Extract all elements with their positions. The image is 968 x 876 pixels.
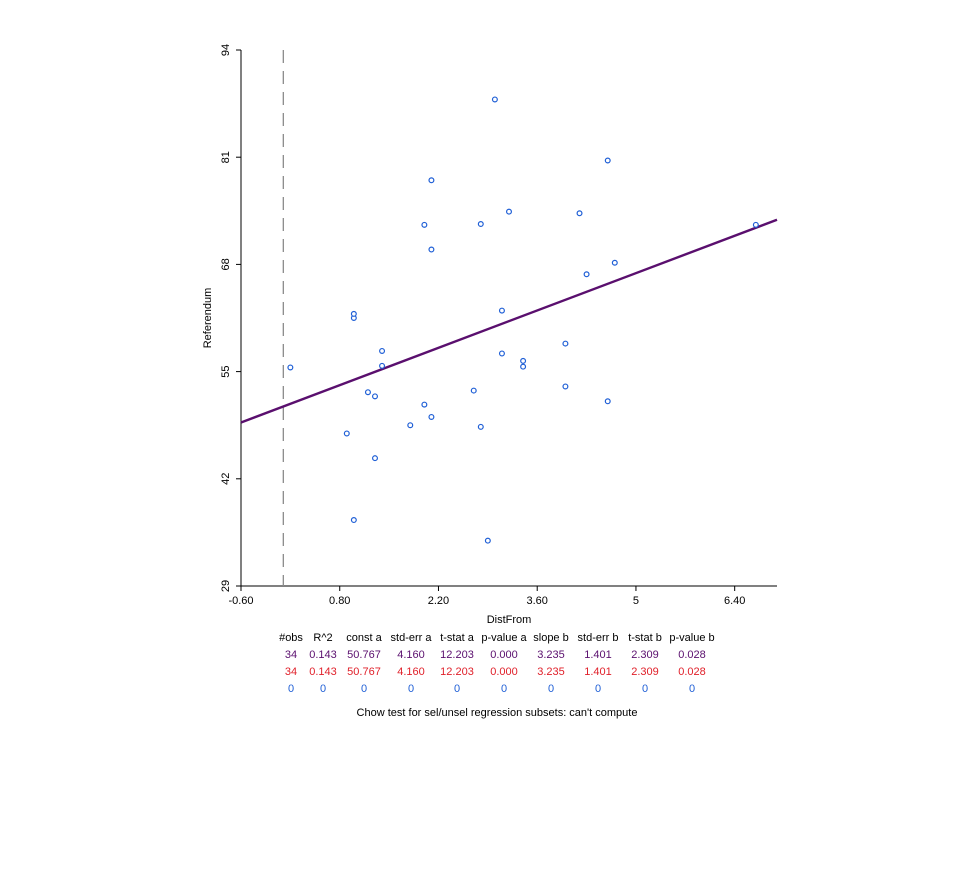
data-point — [562, 340, 569, 347]
data-point — [350, 517, 357, 524]
regression-line — [240, 218, 778, 424]
x-tick-label: 3.60 — [526, 595, 547, 607]
data-point — [576, 210, 583, 217]
data-point — [343, 430, 350, 437]
data-point — [604, 157, 611, 164]
y-tick-label: 55 — [220, 365, 232, 377]
data-point — [350, 310, 357, 317]
data-point — [498, 307, 505, 314]
data-point — [484, 537, 491, 544]
chow-test-note: Chow test for sel/unsel regression subse… — [356, 707, 638, 719]
data-point — [372, 393, 379, 400]
y-tick-label: 68 — [220, 258, 232, 270]
x-tick-label: 5 — [633, 595, 639, 607]
data-point — [287, 364, 294, 371]
data-point — [611, 259, 618, 266]
x-axis-label: DistFrom — [487, 614, 532, 626]
x-tick-label: -0.60 — [228, 595, 253, 607]
data-point — [428, 413, 435, 420]
y-axis-label: Referendum — [202, 288, 214, 349]
y-tick-label: 81 — [220, 151, 232, 163]
data-point — [379, 362, 386, 369]
data-point — [562, 383, 569, 390]
data-point — [752, 221, 759, 228]
data-point — [477, 220, 484, 227]
data-point — [491, 96, 498, 103]
data-point — [477, 423, 484, 430]
data-point — [428, 246, 435, 253]
data-point — [520, 357, 527, 364]
data-point — [583, 271, 590, 278]
y-tick-label: 29 — [220, 580, 232, 592]
axes — [240, 50, 777, 587]
x-tick-label: 2.20 — [428, 595, 449, 607]
data-point — [520, 363, 527, 370]
data-point — [364, 389, 371, 396]
data-point — [470, 387, 477, 394]
data-point — [604, 398, 611, 405]
regression-line-path — [240, 218, 778, 424]
data-point — [379, 347, 386, 354]
data-point — [428, 177, 435, 184]
y-tick-label: 94 — [220, 44, 232, 56]
x-tick-label: 6.40 — [724, 595, 745, 607]
data-point — [372, 455, 379, 462]
y-axis-ticks: 29 42 55 68 81 94 — [220, 44, 241, 592]
data-point — [498, 350, 505, 357]
data-points — [287, 96, 759, 544]
data-point — [421, 221, 428, 228]
data-point — [421, 401, 428, 408]
x-axis-ticks: -0.60 0.80 2.20 3.60 5 6.40 — [228, 586, 745, 607]
x-tick-label: 0.80 — [329, 595, 350, 607]
y-tick-label: 42 — [220, 473, 232, 485]
data-point — [506, 208, 513, 215]
data-point — [407, 422, 414, 429]
